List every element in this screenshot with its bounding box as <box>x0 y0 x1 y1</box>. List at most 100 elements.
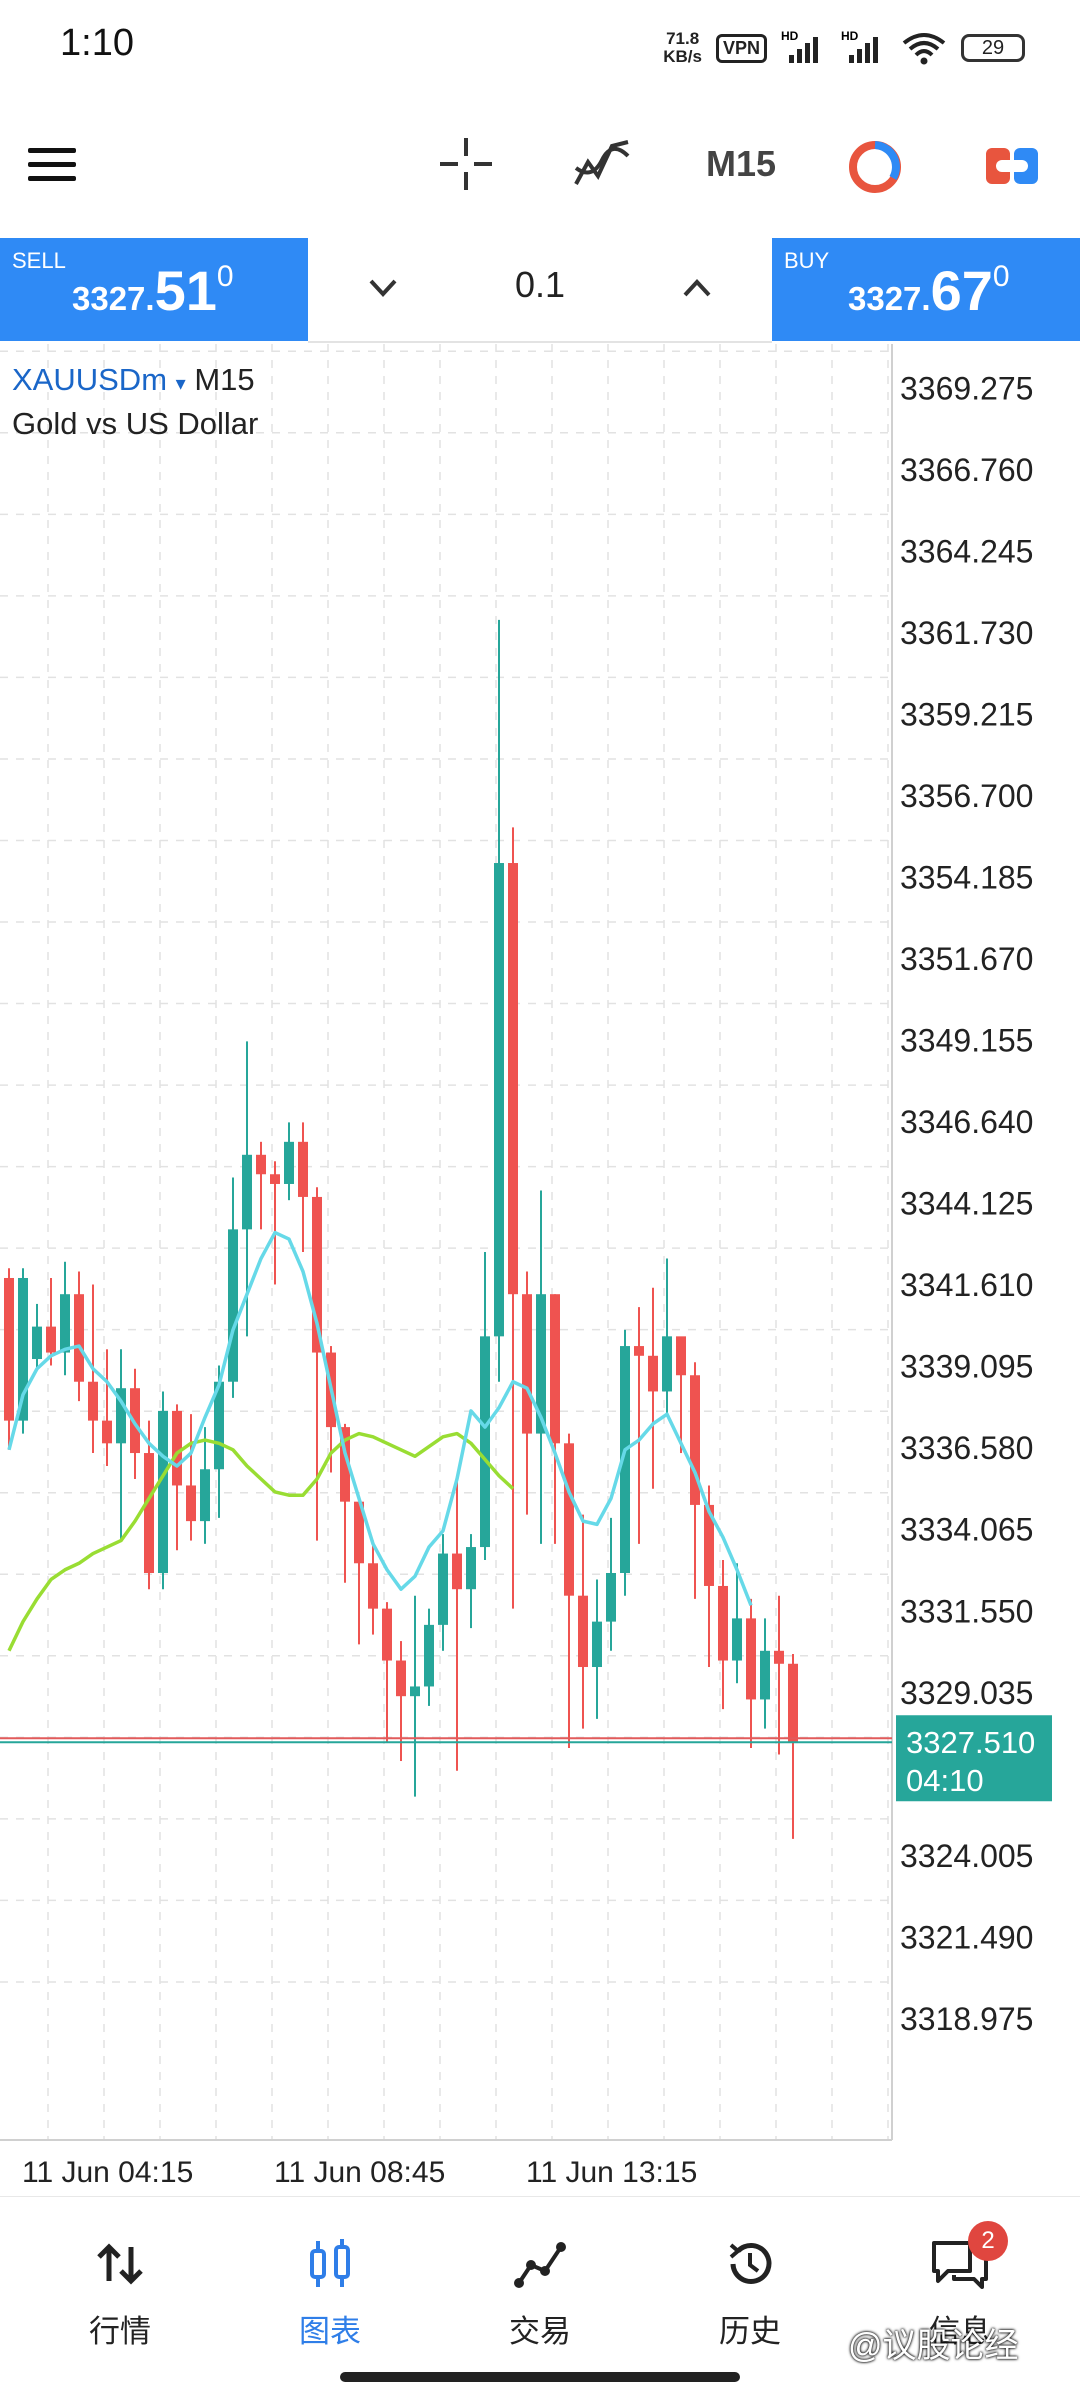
lot-increase-button[interactable] <box>682 264 712 309</box>
y-axis-tick-label: 3354.185 <box>900 859 1033 895</box>
trade-circle-icon[interactable] <box>848 140 902 194</box>
candle-body <box>410 1686 420 1697</box>
menu-icon[interactable] <box>28 148 76 182</box>
candle-body <box>46 1326 56 1353</box>
y-axis-tick-label: 3318.975 <box>900 2001 1033 2037</box>
candle-body <box>144 1453 154 1573</box>
objects-icon[interactable] <box>984 144 1040 188</box>
sell-button[interactable]: SELL 3327.510 <box>0 238 308 341</box>
home-indicator[interactable] <box>340 2372 740 2382</box>
candle-body <box>228 1229 238 1382</box>
nav-trade-label: 交易 <box>509 2314 571 2349</box>
candle-body <box>172 1410 182 1486</box>
buy-button[interactable]: BUY 3327.670 <box>772 238 1080 341</box>
current-price-label: 3327.510 <box>906 1725 1035 1760</box>
nav-history[interactable]: 历史 <box>670 2237 830 2351</box>
battery-icon: 29 <box>961 34 1025 62</box>
y-axis-tick-label: 3329.035 <box>900 1675 1033 1711</box>
candle-body <box>256 1154 266 1175</box>
chevron-up-icon <box>683 279 711 297</box>
symbol-selector[interactable]: XAUUSDm ▾ M15 <box>12 362 255 398</box>
trade-icon <box>514 2242 566 2288</box>
lot-size-input[interactable]: 0.1 <box>514 264 566 305</box>
crosshair-icon[interactable] <box>438 136 494 192</box>
candle-body <box>732 1618 742 1661</box>
candle-body <box>88 1381 98 1421</box>
buy-label: BUY <box>784 248 830 273</box>
candle-body <box>774 1650 784 1664</box>
nav-trade[interactable]: 交易 <box>460 2237 620 2351</box>
candle-body <box>368 1563 378 1609</box>
candle-body <box>746 1618 756 1700</box>
candle-body <box>550 1294 560 1444</box>
candle-body <box>116 1388 126 1444</box>
current-price-tag <box>896 1715 1052 1802</box>
price-chart[interactable]: 3369.275 3366.760 3364.245 3361.730 3359.215… <box>0 344 1080 2194</box>
y-axis-tick-label: 3321.490 <box>900 1919 1033 1955</box>
candle-body <box>298 1141 308 1197</box>
y-axis-tick-label: 3341.610 <box>900 1267 1033 1303</box>
candle-body <box>452 1553 462 1590</box>
candle-body <box>536 1294 546 1434</box>
y-axis-tick-label: 3336.580 <box>900 1430 1033 1466</box>
sell-label: SELL <box>12 248 66 273</box>
candle-body <box>340 1427 350 1502</box>
y-axis-tick-label: 3346.640 <box>900 1104 1033 1140</box>
history-icon <box>729 2242 772 2284</box>
candle-body <box>158 1410 168 1573</box>
sell-price-sup: 0 <box>216 260 234 293</box>
nav-messages-label: 信息 <box>929 2314 991 2349</box>
candle-body <box>438 1553 448 1625</box>
indicator-icon[interactable] <box>572 136 632 192</box>
candle-body <box>214 1381 224 1470</box>
ma-slow-line <box>7 1431 515 1652</box>
candle-body <box>424 1624 434 1687</box>
candle-body <box>200 1469 210 1522</box>
candle-body <box>382 1608 392 1661</box>
candle-body <box>284 1141 294 1184</box>
y-axis-tick-label: 3361.730 <box>900 615 1033 651</box>
candle-body <box>508 863 518 1295</box>
timeframe-button[interactable]: M15 <box>706 143 777 184</box>
y-axis-tick-label: 3356.700 <box>900 778 1033 814</box>
candle-body <box>396 1660 406 1697</box>
y-axis-tick-label: 3344.125 <box>900 1186 1033 1222</box>
lot-size-control: 0.1 <box>308 238 772 343</box>
quotes-icon <box>97 2243 143 2285</box>
candle-body <box>564 1443 574 1596</box>
buy-price: 3327.670 <box>848 258 1010 323</box>
y-axis-tick-label: 3359.215 <box>900 696 1033 732</box>
nav-quotes[interactable]: 行情 <box>40 2237 200 2351</box>
candle-body <box>494 863 504 1337</box>
nav-messages[interactable]: 2 信息 <box>880 2221 1040 2351</box>
y-axis-tick-label: 3351.670 <box>900 941 1033 977</box>
candle-body <box>620 1346 630 1573</box>
sell-price: 3327.510 <box>72 258 234 323</box>
candle-body <box>242 1154 252 1230</box>
symbol-dropdown-icon: ▾ <box>175 373 186 395</box>
candle-body <box>466 1547 476 1590</box>
chevron-down-icon <box>369 279 397 297</box>
candle-body <box>676 1336 686 1376</box>
signal-icon-2: HD <box>841 29 887 63</box>
messages-badge: 2 <box>968 2221 1008 2261</box>
signal-icon: HD <box>781 29 827 63</box>
speed-value: 71.8 <box>666 29 700 48</box>
candle-body <box>480 1336 490 1548</box>
y-axis-tick-label: 3339.095 <box>900 1349 1033 1385</box>
candle-countdown-label: 04:10 <box>906 1763 984 1798</box>
candle-body <box>578 1595 588 1668</box>
network-speed: 71.8 KB/s <box>663 30 702 66</box>
candle-body <box>634 1346 644 1356</box>
candle-body <box>788 1663 798 1742</box>
status-icons: 71.8 KB/s VPN HD HD 29 <box>663 28 1025 68</box>
candle-body <box>690 1375 700 1505</box>
x-axis-tick-label: 11 Jun 04:15 <box>22 2156 193 2189</box>
nav-chart[interactable]: 图表 <box>250 2237 410 2351</box>
chart-icon <box>310 2239 350 2287</box>
lot-decrease-button[interactable] <box>368 264 398 309</box>
buy-price-main: 3327. <box>848 280 931 317</box>
bottom-nav: 行情 图表 交易 历史 2 信息 <box>0 2196 1080 2401</box>
x-axis-tick-label: 11 Jun 13:15 <box>526 2156 697 2189</box>
nav-history-label: 历史 <box>719 2314 781 2349</box>
